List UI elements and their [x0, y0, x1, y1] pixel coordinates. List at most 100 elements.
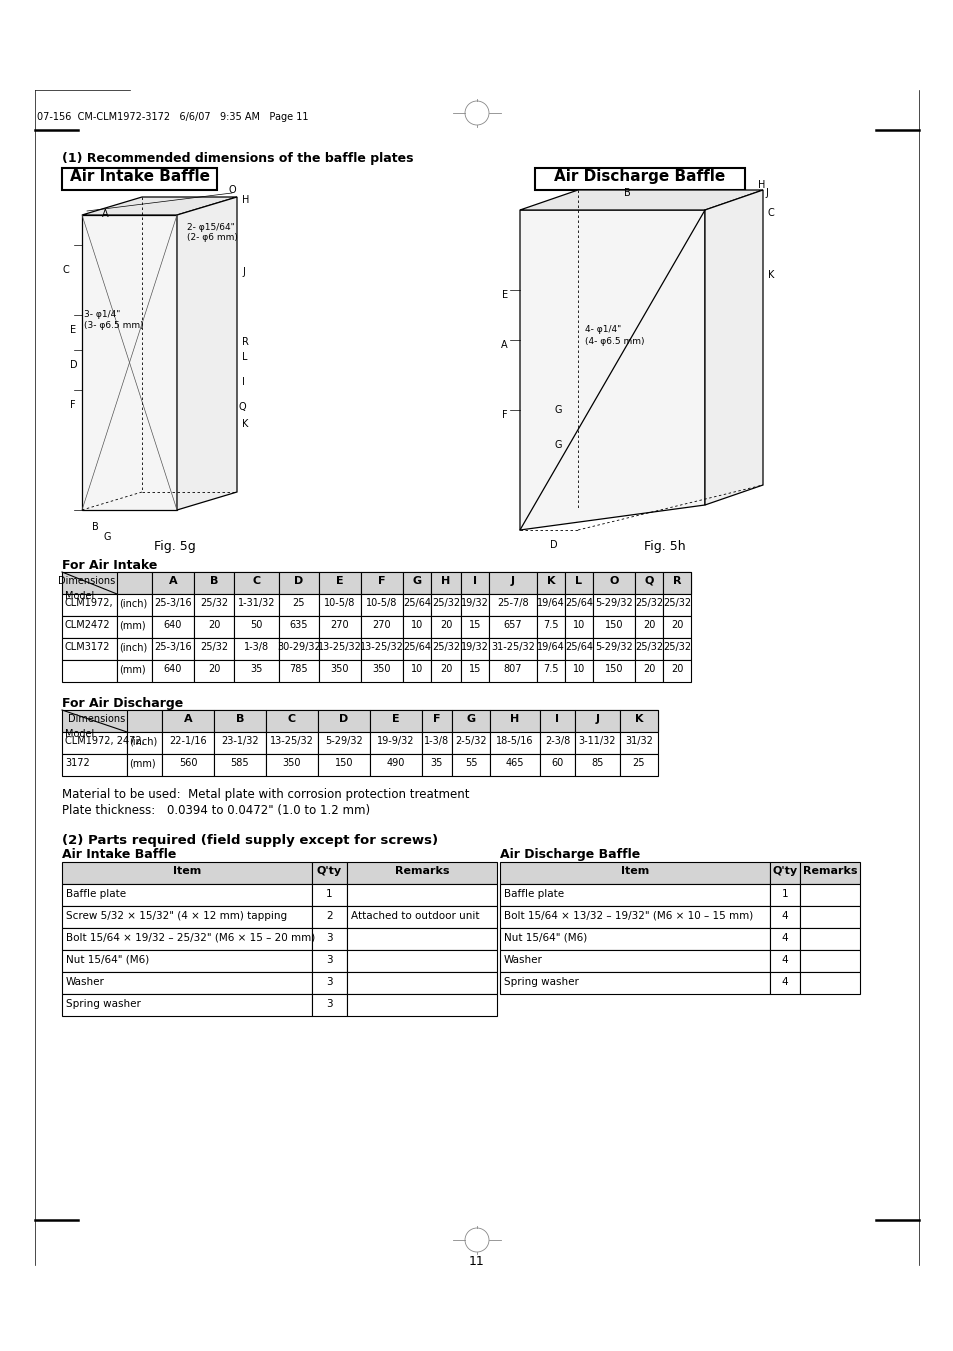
Text: J: J: [242, 267, 245, 277]
Text: 0.0394 to 0.0472" (1.0 to 1.2 mm): 0.0394 to 0.0472" (1.0 to 1.2 mm): [167, 804, 370, 817]
Bar: [117, 661, 152, 682]
Text: (1) Recommended dimensions of the baffle plates: (1) Recommended dimensions of the baffle…: [62, 153, 413, 165]
Bar: [152, 616, 193, 638]
Text: 807: 807: [503, 663, 521, 674]
Bar: [318, 594, 360, 616]
Text: 20: 20: [208, 663, 220, 674]
Text: Spring washer: Spring washer: [66, 998, 141, 1009]
Bar: [564, 594, 593, 616]
Bar: [162, 732, 213, 754]
Text: 25/32: 25/32: [432, 642, 459, 653]
Bar: [619, 711, 658, 732]
Bar: [117, 571, 152, 594]
Text: 350: 350: [373, 663, 391, 674]
Text: K: K: [546, 576, 555, 586]
Bar: [499, 928, 769, 950]
Bar: [402, 571, 431, 594]
Bar: [266, 711, 317, 732]
Bar: [233, 638, 278, 661]
Text: 3: 3: [326, 934, 333, 943]
Bar: [317, 711, 370, 732]
Bar: [193, 661, 233, 682]
Bar: [312, 884, 347, 907]
Text: 35: 35: [431, 758, 443, 767]
Bar: [152, 571, 193, 594]
Bar: [312, 994, 347, 1016]
Text: 10: 10: [572, 620, 584, 630]
Text: D: D: [339, 713, 348, 724]
Text: D: D: [70, 359, 77, 370]
Bar: [593, 616, 635, 638]
Bar: [539, 711, 575, 732]
Text: (2- φ6 mm): (2- φ6 mm): [187, 232, 237, 242]
Bar: [213, 711, 266, 732]
Bar: [317, 754, 370, 775]
Text: 560: 560: [178, 758, 197, 767]
Text: L: L: [575, 576, 582, 586]
Text: 5-29/32: 5-29/32: [595, 598, 632, 608]
Text: 10-5/8: 10-5/8: [366, 598, 397, 608]
Text: 1-31/32: 1-31/32: [237, 598, 275, 608]
Bar: [431, 571, 460, 594]
Polygon shape: [519, 209, 704, 530]
Bar: [162, 711, 213, 732]
Text: D: D: [550, 540, 558, 550]
Bar: [62, 732, 127, 754]
Bar: [318, 638, 360, 661]
Text: 15: 15: [468, 663, 480, 674]
Bar: [431, 638, 460, 661]
Bar: [431, 661, 460, 682]
Text: 19/64: 19/64: [537, 642, 564, 653]
Bar: [127, 754, 162, 775]
Text: 85: 85: [591, 758, 603, 767]
Text: 25/64: 25/64: [402, 598, 431, 608]
Text: 2-5/32: 2-5/32: [455, 736, 486, 746]
Bar: [347, 928, 497, 950]
Bar: [62, 711, 658, 732]
Bar: [347, 971, 497, 994]
Bar: [489, 594, 537, 616]
Bar: [800, 928, 859, 950]
Bar: [318, 661, 360, 682]
Text: Baffle plate: Baffle plate: [503, 889, 563, 898]
Text: 20: 20: [642, 663, 655, 674]
Bar: [460, 571, 489, 594]
Text: 640: 640: [164, 663, 182, 674]
Bar: [402, 638, 431, 661]
Bar: [537, 616, 564, 638]
Bar: [499, 907, 769, 928]
Text: 7.5: 7.5: [542, 620, 558, 630]
Text: 19/64: 19/64: [537, 598, 564, 608]
Bar: [402, 616, 431, 638]
Text: 465: 465: [505, 758, 524, 767]
Bar: [564, 638, 593, 661]
Bar: [233, 616, 278, 638]
Text: 270: 270: [373, 620, 391, 630]
Text: Remarks: Remarks: [395, 866, 449, 875]
Text: E: E: [392, 713, 399, 724]
Bar: [62, 168, 216, 190]
Bar: [347, 907, 497, 928]
Text: 7.5: 7.5: [542, 663, 558, 674]
Text: 635: 635: [290, 620, 308, 630]
Text: Q: Q: [239, 403, 247, 412]
Bar: [499, 884, 769, 907]
Text: G: G: [412, 576, 421, 586]
Bar: [360, 616, 402, 638]
Bar: [575, 711, 619, 732]
Bar: [535, 168, 744, 190]
Bar: [460, 616, 489, 638]
Text: D: D: [294, 576, 303, 586]
Text: G: G: [555, 440, 562, 450]
Text: 25/32: 25/32: [635, 642, 662, 653]
Text: F: F: [433, 713, 440, 724]
Bar: [460, 594, 489, 616]
Bar: [193, 571, 233, 594]
Bar: [62, 638, 117, 661]
Bar: [769, 971, 800, 994]
Text: I: I: [555, 713, 558, 724]
Bar: [62, 571, 690, 594]
Text: Nut 15/64" (M6): Nut 15/64" (M6): [503, 934, 587, 943]
Text: H: H: [758, 180, 764, 190]
Bar: [266, 732, 317, 754]
